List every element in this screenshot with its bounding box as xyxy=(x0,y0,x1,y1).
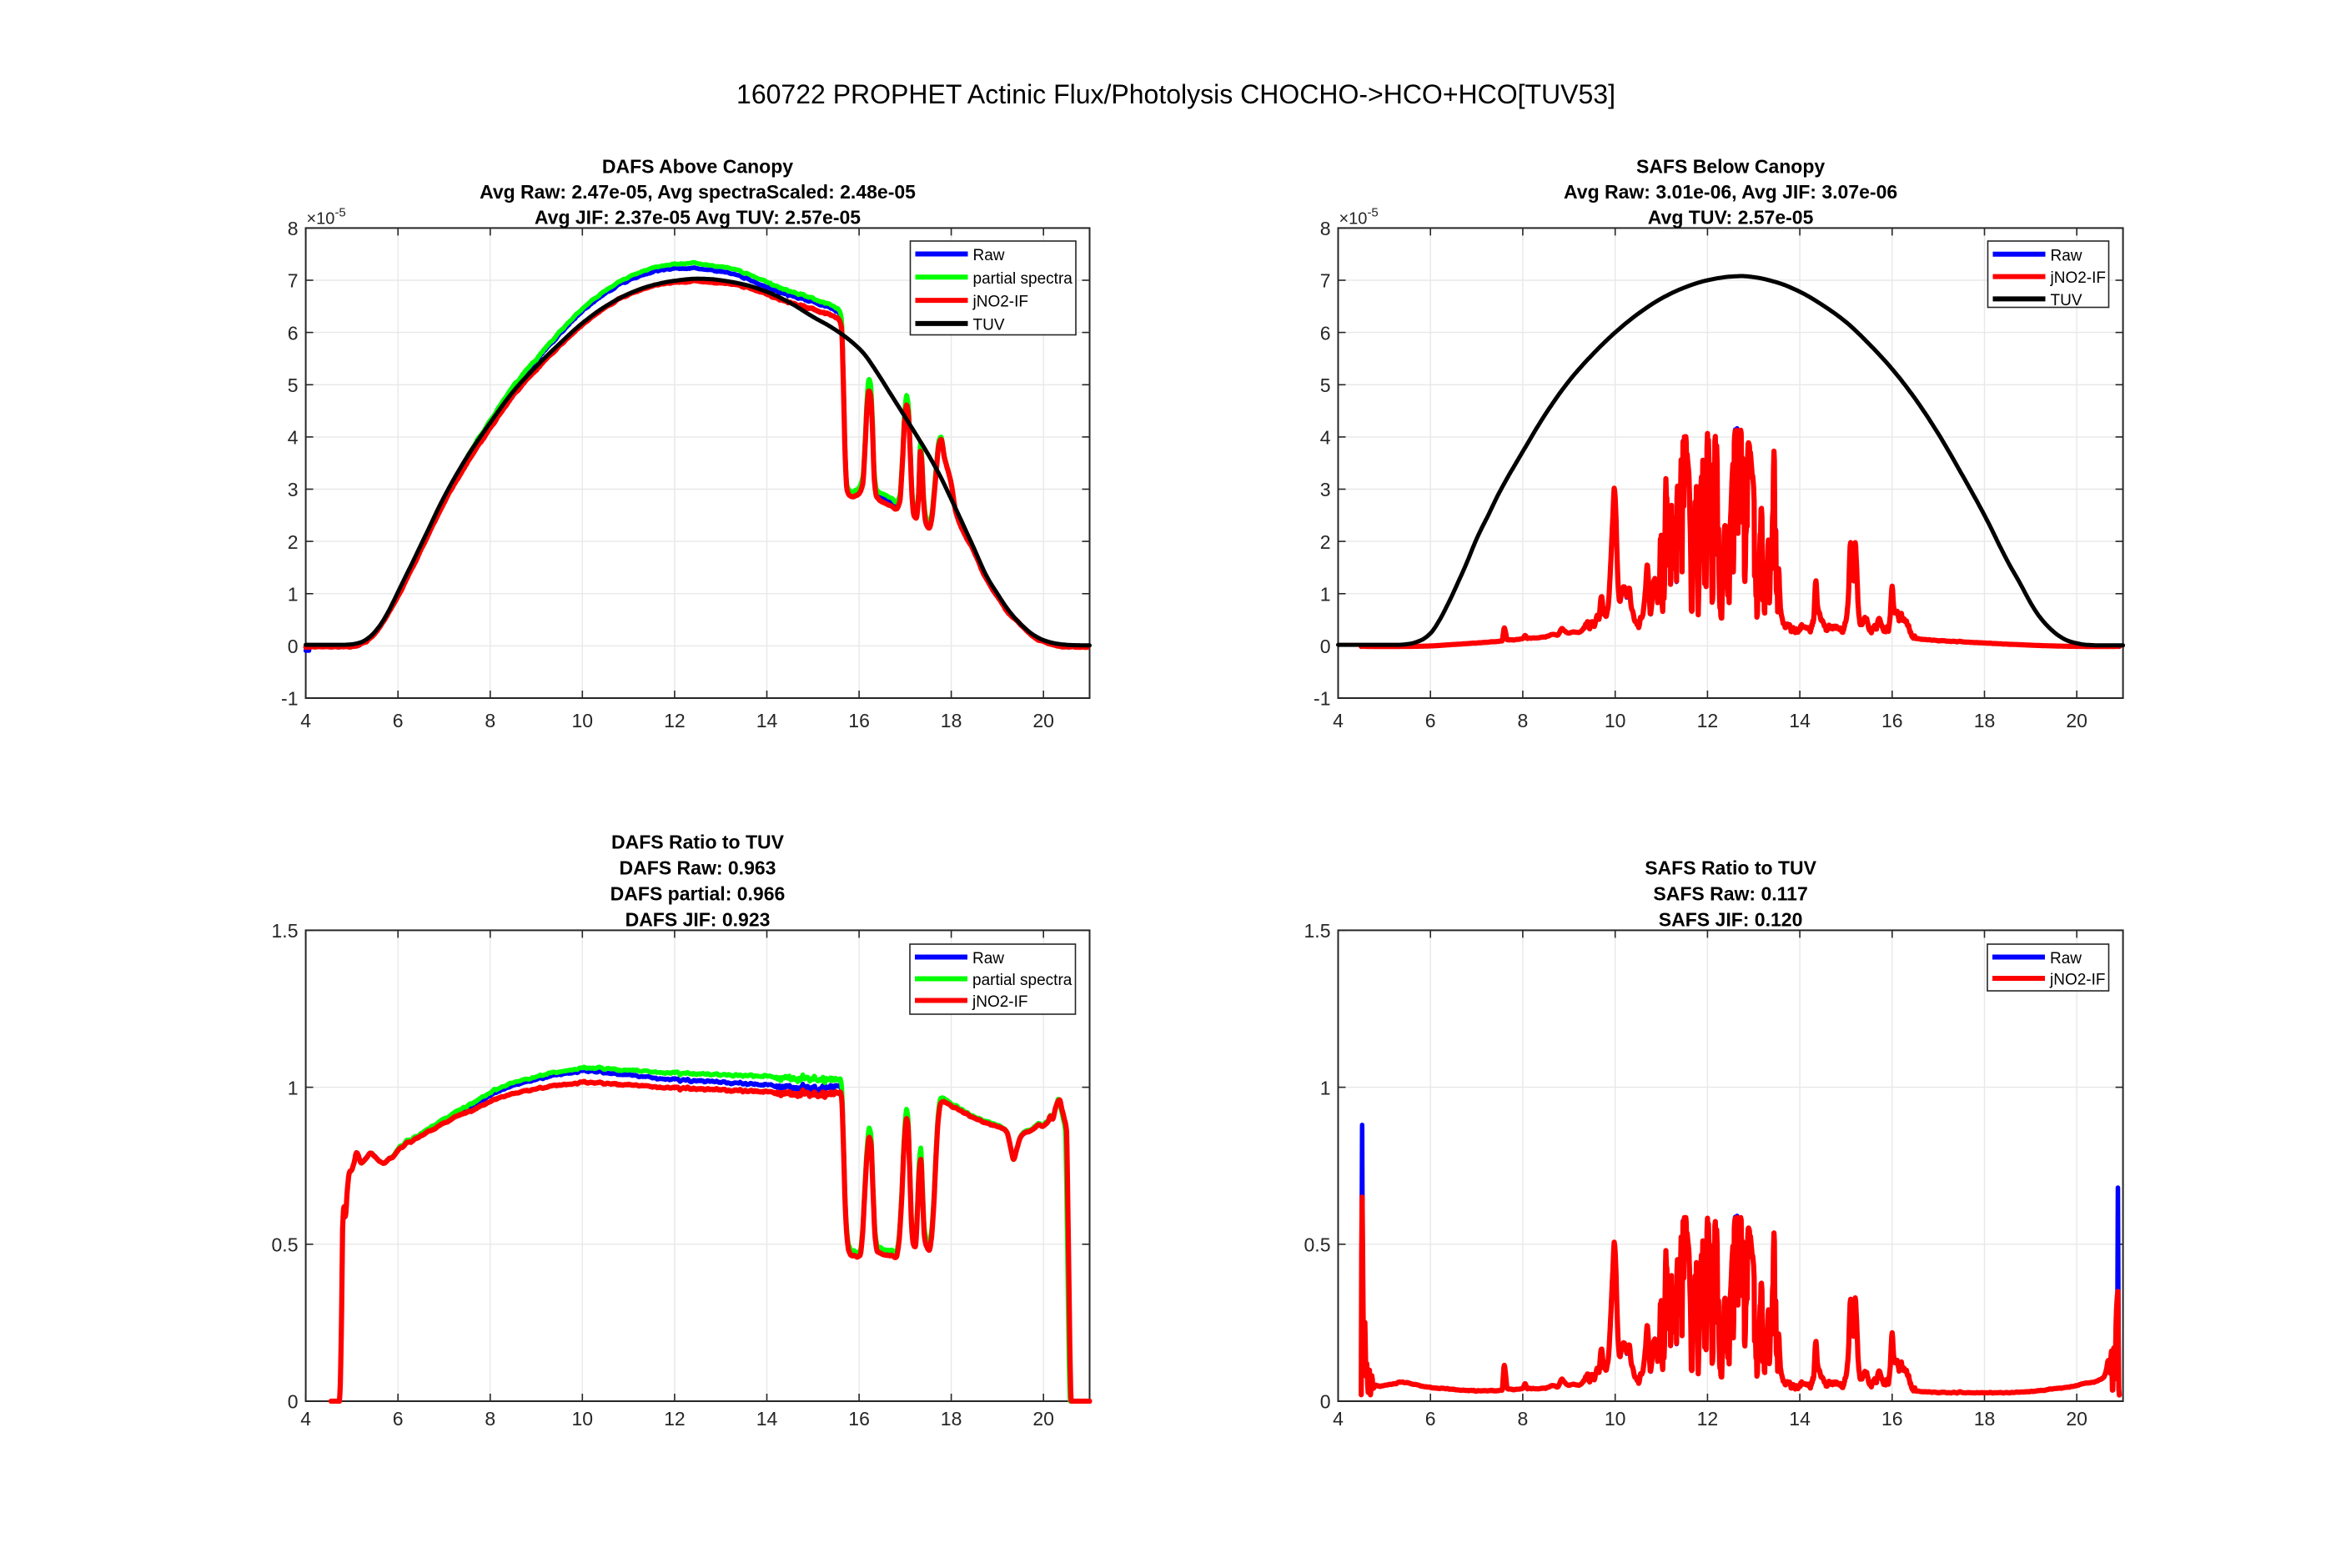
svg-text:4: 4 xyxy=(300,1408,311,1430)
svg-text:12: 12 xyxy=(664,1408,686,1430)
svg-text:14: 14 xyxy=(756,710,778,731)
svg-text:TUV: TUV xyxy=(2051,292,2082,309)
svg-text:4: 4 xyxy=(1333,1408,1344,1430)
svg-text:1: 1 xyxy=(288,1077,299,1098)
svg-text:10: 10 xyxy=(572,1408,594,1430)
svg-text:8: 8 xyxy=(1518,1408,1529,1430)
svg-text:jNO2-IF: jNO2-IF xyxy=(972,993,1028,1011)
svg-text:10: 10 xyxy=(1605,1408,1626,1430)
svg-text:6: 6 xyxy=(393,1408,404,1430)
svg-text:6: 6 xyxy=(393,710,404,731)
svg-text:Raw: Raw xyxy=(972,950,1004,967)
svg-text:7: 7 xyxy=(288,270,299,292)
svg-text:18: 18 xyxy=(941,710,962,731)
svg-text:14: 14 xyxy=(756,1408,778,1430)
svg-text:0: 0 xyxy=(1320,636,1331,657)
svg-text:18: 18 xyxy=(941,1408,962,1430)
svg-text:6: 6 xyxy=(1425,1408,1436,1430)
svg-text:6: 6 xyxy=(1425,710,1436,731)
svg-text:0.5: 0.5 xyxy=(272,1234,299,1256)
svg-text:14: 14 xyxy=(1789,1408,1811,1430)
svg-text:jNO2-IF: jNO2-IF xyxy=(2050,269,2107,287)
svg-text:1: 1 xyxy=(1320,1077,1331,1098)
svg-text:Raw: Raw xyxy=(2051,247,2082,264)
svg-text:6: 6 xyxy=(288,322,299,344)
svg-text:DAFS JIF: 0.923: DAFS JIF: 0.923 xyxy=(625,909,771,931)
svg-text:12: 12 xyxy=(1697,710,1719,731)
svg-text:7: 7 xyxy=(1320,270,1331,292)
svg-text:SAFS Raw: 0.117: SAFS Raw: 0.117 xyxy=(1653,883,1807,905)
svg-text:Avg JIF: 2.37e-05 Avg TUV: 2.5: Avg JIF: 2.37e-05 Avg TUV: 2.57e-05 xyxy=(535,207,861,229)
svg-text:0: 0 xyxy=(1320,1391,1331,1413)
svg-text:DAFS Raw: 0.963: DAFS Raw: 0.963 xyxy=(620,857,776,879)
svg-text:2: 2 xyxy=(1320,531,1331,553)
svg-text:1.5: 1.5 xyxy=(272,920,299,942)
svg-text:10: 10 xyxy=(1605,710,1626,731)
svg-text:Avg TUV: 2.57e-05: Avg TUV: 2.57e-05 xyxy=(1648,207,1814,229)
svg-text:4: 4 xyxy=(288,427,299,449)
svg-text:8: 8 xyxy=(485,710,495,731)
svg-text:8: 8 xyxy=(288,218,299,239)
svg-text:5: 5 xyxy=(288,374,299,396)
svg-text:3: 3 xyxy=(1320,479,1331,500)
svg-text:Avg Raw: 2.47e-05, Avg spectra: Avg Raw: 2.47e-05, Avg spectraScaled: 2.… xyxy=(480,181,916,203)
svg-text:20: 20 xyxy=(1032,710,1054,731)
svg-text:18: 18 xyxy=(1974,1408,1996,1430)
svg-text:0: 0 xyxy=(288,1391,299,1413)
svg-text:20: 20 xyxy=(2066,1408,2087,1430)
svg-text:3: 3 xyxy=(288,479,299,500)
svg-text:jNO2-IF: jNO2-IF xyxy=(2049,972,2106,989)
svg-text:5: 5 xyxy=(1320,374,1331,396)
svg-text:0.5: 0.5 xyxy=(1304,1234,1331,1256)
svg-text:14: 14 xyxy=(1789,710,1811,731)
svg-text:SAFS Ratio to TUV: SAFS Ratio to TUV xyxy=(1645,857,1816,879)
svg-text:6: 6 xyxy=(1320,322,1331,344)
svg-text:8: 8 xyxy=(485,1408,495,1430)
svg-text:partial spectra: partial spectra xyxy=(973,270,1073,288)
svg-text:-1: -1 xyxy=(281,688,298,710)
svg-text:160722 PROPHET Actinic Flux/Ph: 160722 PROPHET Actinic Flux/Photolysis C… xyxy=(736,79,1615,109)
svg-text:partial spectra: partial spectra xyxy=(972,972,1073,989)
svg-text:10: 10 xyxy=(572,710,594,731)
svg-text:16: 16 xyxy=(848,1408,870,1430)
svg-text:16: 16 xyxy=(1881,710,1903,731)
svg-text:8: 8 xyxy=(1518,710,1529,731)
svg-text:4: 4 xyxy=(300,710,311,731)
svg-text:Raw: Raw xyxy=(2050,950,2082,967)
svg-text:1.5: 1.5 xyxy=(1304,920,1331,942)
svg-text:Raw: Raw xyxy=(973,247,1005,264)
svg-text:SAFS JIF: 0.120: SAFS JIF: 0.120 xyxy=(1659,909,1803,931)
svg-text:8: 8 xyxy=(1320,218,1331,239)
svg-text:20: 20 xyxy=(1032,1408,1054,1430)
svg-text:4: 4 xyxy=(1333,710,1344,731)
svg-text:4: 4 xyxy=(1320,427,1331,449)
svg-text:TUV: TUV xyxy=(973,316,1005,334)
svg-text:DAFS partial: 0.966: DAFS partial: 0.966 xyxy=(610,883,786,905)
svg-text:16: 16 xyxy=(1881,1408,1903,1430)
svg-text:2: 2 xyxy=(288,531,299,553)
svg-text:-1: -1 xyxy=(1314,688,1330,710)
svg-text:16: 16 xyxy=(848,710,870,731)
svg-text:SAFS Below Canopy: SAFS Below Canopy xyxy=(1636,156,1825,178)
svg-text:18: 18 xyxy=(1974,710,1996,731)
svg-text:jNO2-IF: jNO2-IF xyxy=(972,294,1029,311)
svg-text:1: 1 xyxy=(1320,584,1331,606)
svg-text:DAFS Above Canopy: DAFS Above Canopy xyxy=(602,156,793,178)
svg-text:12: 12 xyxy=(664,710,686,731)
svg-text:1: 1 xyxy=(288,584,299,606)
svg-text:Avg Raw: 3.01e-06, Avg JIF: 3.: Avg Raw: 3.01e-06, Avg JIF: 3.07e-06 xyxy=(1564,181,1897,203)
svg-text:20: 20 xyxy=(2066,710,2087,731)
svg-text:0: 0 xyxy=(288,636,299,657)
svg-text:DAFS Ratio to TUV: DAFS Ratio to TUV xyxy=(611,832,785,853)
svg-text:12: 12 xyxy=(1697,1408,1719,1430)
